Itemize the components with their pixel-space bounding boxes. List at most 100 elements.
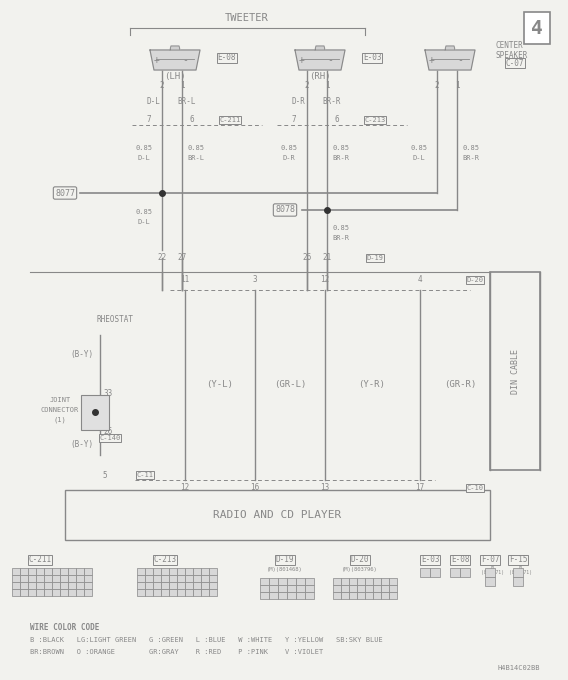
- Text: DIN CABLE: DIN CABLE: [511, 348, 520, 394]
- Bar: [20, 568, 28, 575]
- Text: 16: 16: [250, 483, 260, 492]
- Text: 0.85: 0.85: [411, 145, 428, 151]
- Bar: [84, 568, 92, 575]
- Text: 4: 4: [531, 18, 543, 37]
- Bar: [169, 582, 177, 589]
- Text: 21: 21: [323, 254, 332, 262]
- Text: (B-Y): (B-Y): [70, 350, 94, 360]
- Text: D-L: D-L: [412, 155, 425, 161]
- Bar: [28, 575, 36, 582]
- Bar: [76, 568, 84, 575]
- Text: BR-L: BR-L: [187, 155, 204, 161]
- Text: BR:BROWN   O :ORANGE        GR:GRAY    R :RED    P :PINK    V :VIOLET: BR:BROWN O :ORANGE GR:GRAY R :RED P :PIN…: [30, 649, 323, 655]
- Text: (1): (1): [53, 417, 66, 423]
- Text: 0.85: 0.85: [136, 209, 152, 215]
- Bar: [76, 582, 84, 589]
- Bar: [460, 568, 470, 577]
- Bar: [287, 585, 296, 592]
- Bar: [36, 568, 44, 575]
- Text: 1: 1: [455, 82, 460, 90]
- Text: BR-L: BR-L: [178, 97, 197, 107]
- Text: +: +: [299, 55, 305, 65]
- Bar: [52, 575, 60, 582]
- Bar: [84, 582, 92, 589]
- Text: 13: 13: [320, 483, 329, 492]
- Bar: [20, 575, 28, 582]
- Bar: [76, 589, 84, 596]
- Text: 2: 2: [304, 82, 310, 90]
- Bar: [357, 578, 365, 585]
- Text: C-10: C-10: [466, 485, 483, 491]
- Text: H4B14C02BB: H4B14C02BB: [498, 665, 540, 671]
- Bar: [44, 568, 52, 575]
- Bar: [153, 589, 161, 596]
- Text: C-211: C-211: [219, 117, 241, 123]
- Bar: [177, 582, 185, 589]
- Bar: [341, 578, 349, 585]
- Bar: [60, 568, 68, 575]
- Bar: [349, 592, 357, 599]
- Text: 7: 7: [147, 116, 151, 124]
- Bar: [12, 589, 20, 596]
- Text: E-03: E-03: [363, 54, 381, 63]
- Bar: [260, 592, 269, 599]
- Text: 26: 26: [103, 428, 112, 437]
- Bar: [185, 568, 193, 575]
- Bar: [209, 568, 217, 575]
- Text: C-213: C-213: [153, 556, 177, 564]
- Bar: [389, 585, 397, 592]
- Text: 26: 26: [302, 254, 312, 262]
- Bar: [145, 589, 153, 596]
- Text: 12: 12: [320, 275, 329, 284]
- Text: E-03: E-03: [421, 556, 439, 564]
- Text: D-19: D-19: [366, 255, 383, 261]
- Bar: [260, 585, 269, 592]
- Bar: [269, 592, 278, 599]
- Bar: [278, 592, 287, 599]
- Text: (GR-L): (GR-L): [274, 381, 306, 390]
- Text: 0.85: 0.85: [281, 145, 298, 151]
- Bar: [296, 592, 305, 599]
- Bar: [373, 585, 381, 592]
- Bar: [68, 589, 76, 596]
- Text: C-140: C-140: [99, 435, 120, 441]
- Text: +: +: [429, 55, 435, 65]
- Text: BR-R: BR-R: [462, 155, 479, 161]
- Text: 27: 27: [177, 254, 187, 262]
- Text: 0.85: 0.85: [332, 225, 349, 231]
- Bar: [201, 589, 209, 596]
- Text: C-211: C-211: [28, 556, 52, 564]
- Bar: [305, 592, 314, 599]
- Bar: [169, 575, 177, 582]
- Bar: [357, 592, 365, 599]
- Text: 3: 3: [253, 275, 257, 284]
- Polygon shape: [315, 46, 325, 50]
- Bar: [137, 582, 145, 589]
- Text: 0.85: 0.85: [187, 145, 204, 151]
- Bar: [333, 592, 341, 599]
- Bar: [185, 589, 193, 596]
- Text: B :BLACK   LG:LIGHT GREEN   G :GREEN   L :BLUE   W :WHITE   Y :YELLOW   SB:SKY B: B :BLACK LG:LIGHT GREEN G :GREEN L :BLUE…: [30, 637, 383, 643]
- Bar: [60, 582, 68, 589]
- Bar: [20, 582, 28, 589]
- Bar: [365, 585, 373, 592]
- Bar: [12, 575, 20, 582]
- Bar: [52, 582, 60, 589]
- Bar: [193, 589, 201, 596]
- Text: F-15: F-15: [509, 556, 527, 564]
- Bar: [430, 568, 440, 577]
- Bar: [137, 575, 145, 582]
- Text: BR-R: BR-R: [332, 235, 349, 241]
- Bar: [305, 585, 314, 592]
- Text: C-11: C-11: [136, 472, 153, 478]
- Text: E-08: E-08: [218, 54, 236, 63]
- Bar: [269, 578, 278, 585]
- Text: 6: 6: [335, 116, 339, 124]
- Bar: [269, 585, 278, 592]
- Text: E-08: E-08: [451, 556, 469, 564]
- Bar: [201, 582, 209, 589]
- Bar: [278, 585, 287, 592]
- Text: 8077: 8077: [55, 188, 75, 197]
- Bar: [373, 592, 381, 599]
- Bar: [36, 575, 44, 582]
